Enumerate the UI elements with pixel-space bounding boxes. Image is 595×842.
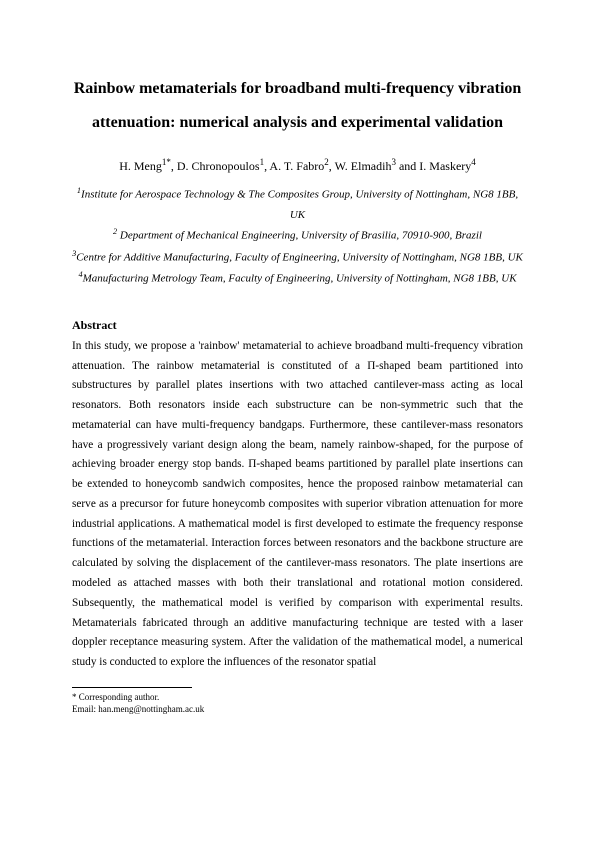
- footnote-separator: [72, 687, 192, 688]
- affiliation-line: 4Manufacturing Metrology Team, Faculty o…: [72, 268, 523, 289]
- affiliation-line: 1Institute for Aerospace Technology & Th…: [72, 184, 523, 225]
- footnote-email: Email: han.meng@nottingham.ac.uk: [72, 703, 523, 716]
- footnote-corresponding: * Corresponding author.: [72, 691, 523, 704]
- abstract-heading: Abstract: [72, 318, 523, 333]
- author-list: H. Meng1*, D. Chronopoulos1, A. T. Fabro…: [72, 157, 523, 174]
- affiliation-line: 3Centre for Additive Manufacturing, Facu…: [72, 247, 523, 268]
- abstract-body: In this study, we propose a 'rainbow' me…: [72, 337, 523, 673]
- affiliations: 1Institute for Aerospace Technology & Th…: [72, 184, 523, 290]
- affiliation-line: 2 Department of Mechanical Engineering, …: [72, 225, 523, 246]
- paper-title: Rainbow metamaterials for broadband mult…: [72, 72, 523, 139]
